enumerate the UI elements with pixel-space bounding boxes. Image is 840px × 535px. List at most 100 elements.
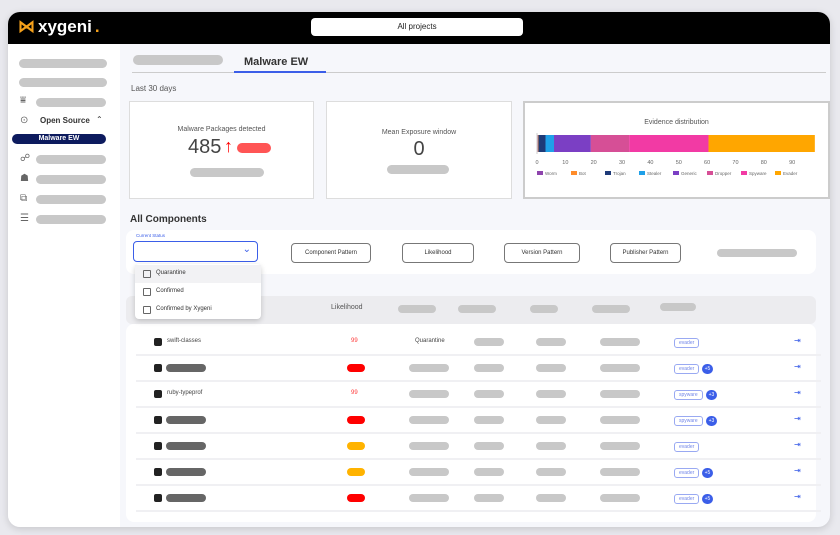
placeholder — [409, 390, 449, 398]
table-row[interactable]: ruby-typeprof 99 spyware +3 ⇥ — [136, 382, 821, 408]
evidence-tag[interactable]: evader — [674, 442, 700, 452]
checkbox[interactable] — [143, 270, 151, 278]
placeholder — [536, 390, 566, 398]
evidence-tag[interactable]: spyware — [674, 390, 703, 400]
column-header[interactable] — [592, 305, 630, 313]
bar-segment-spyware[interactable] — [629, 135, 709, 152]
evidence-tag[interactable]: evader — [674, 468, 700, 478]
open-details-icon[interactable]: ⇥ — [794, 336, 801, 345]
sidebar-item-malware-ew[interactable]: Malware EW — [12, 134, 106, 144]
project-selector[interactable]: All projects — [311, 18, 523, 36]
components-table — [126, 324, 816, 522]
component-name-placeholder[interactable] — [166, 468, 206, 476]
column-likelihood[interactable]: Likelihood — [331, 304, 363, 311]
bar-segment-stealer[interactable] — [545, 135, 555, 152]
component-name-placeholder[interactable] — [166, 416, 206, 424]
open-details-icon[interactable]: ⇥ — [794, 362, 801, 371]
more-tags-badge[interactable]: +5 — [702, 468, 713, 478]
sidebar-item[interactable] — [19, 59, 107, 68]
evidence-tag[interactable]: evader — [674, 338, 700, 348]
malware-packages-card: Malware Packages detected 485 ↑ — [129, 101, 314, 199]
sidebar: ⩸ ⊙ Open Source ⌃ Malware EW ☍ ☗ ⧉ ☰ — [8, 44, 120, 527]
top-bar: ⋈ xygeni. All projects — [8, 12, 830, 44]
evidence-tag[interactable]: evader — [674, 364, 700, 374]
placeholder — [600, 364, 640, 372]
sidebar-item[interactable] — [19, 78, 107, 87]
table-row[interactable]: evader ⇥ — [136, 434, 821, 460]
bar-segment-evader[interactable] — [708, 135, 815, 152]
column-header[interactable] — [530, 305, 558, 313]
component-name[interactable]: ruby-typeprof — [167, 390, 203, 396]
scan-icon: ⊙ — [20, 115, 29, 126]
table-row[interactable]: spyware +3 ⇥ — [136, 408, 821, 434]
open-details-icon[interactable]: ⇥ — [794, 414, 801, 423]
placeholder — [600, 338, 640, 346]
tick-label: 40 — [647, 160, 653, 166]
sidebar-item[interactable] — [36, 215, 106, 224]
more-tags-badge[interactable]: +3 — [706, 416, 717, 426]
more-tags-badge[interactable]: +3 — [706, 390, 717, 400]
column-header[interactable] — [398, 305, 436, 313]
checkbox[interactable] — [143, 288, 151, 296]
placeholder — [600, 468, 640, 476]
sidebar-item[interactable] — [36, 195, 106, 204]
tab-indicator — [234, 71, 326, 73]
component-name-placeholder[interactable] — [166, 364, 206, 372]
status-option[interactable]: Confirmed by Xygeni — [135, 301, 261, 319]
evidence-tag[interactable]: evader — [674, 494, 700, 504]
package-icon — [154, 442, 162, 450]
bar-segment-trojan[interactable] — [538, 135, 546, 152]
option-label: Confirmed by Xygeni — [156, 306, 212, 312]
checkbox[interactable] — [143, 306, 151, 314]
filter-button[interactable]: Version Pattern — [504, 243, 580, 263]
chevron-down-icon[interactable]: ⌄ — [242, 244, 251, 255]
status-option[interactable]: Confirmed — [135, 283, 261, 301]
placeholder — [536, 442, 566, 450]
table-row[interactable]: swift-classes 99 Quarantine evader ⇥ — [136, 330, 821, 356]
placeholder — [600, 442, 640, 450]
bar-segment-dropper[interactable] — [590, 135, 630, 152]
component-name[interactable]: swift-classes — [167, 338, 202, 344]
column-header[interactable] — [660, 303, 696, 311]
status-option[interactable]: Quarantine — [135, 265, 261, 283]
component-name-placeholder[interactable] — [166, 494, 206, 502]
filter-button[interactable]: Component Pattern — [291, 243, 371, 263]
placeholder — [474, 494, 504, 502]
open-details-icon[interactable]: ⇥ — [794, 466, 801, 475]
tab-malware-ew[interactable]: Malware EW — [244, 56, 309, 68]
period-label: Last 30 days — [131, 84, 177, 93]
table-row[interactable]: evader +5 ⇥ — [136, 460, 821, 486]
evidence-chart: 0 10 20 30 40 50 60 70 80 90 Worm Bot Trojan Stealer G… — [535, 133, 815, 176]
chevron-up-icon[interactable]: ⌃ — [96, 115, 103, 124]
filter-button[interactable]: Publisher Pattern — [610, 243, 681, 263]
more-tags-badge[interactable]: +5 — [702, 494, 713, 504]
open-details-icon[interactable]: ⇥ — [794, 492, 801, 501]
filter-placeholder[interactable] — [717, 249, 797, 257]
tab-placeholder[interactable] — [133, 55, 223, 65]
placeholder — [474, 416, 504, 424]
placeholder — [536, 338, 566, 346]
status-dropdown-menu: Quarantine Confirmed Confirmed by Xygeni — [135, 264, 261, 319]
table-row[interactable]: evader +5 ⇥ — [136, 356, 821, 382]
legend-swatch — [707, 171, 713, 175]
legend-label: Worm — [545, 171, 557, 176]
open-details-icon[interactable]: ⇥ — [794, 440, 801, 449]
sidebar-section-open-source[interactable]: Open Source — [40, 116, 90, 125]
bar-segment-generic[interactable] — [554, 135, 591, 152]
more-tags-badge[interactable]: +5 — [702, 364, 713, 374]
tick-label: 10 — [562, 160, 568, 166]
status-select[interactable]: ⌄ — [133, 241, 258, 262]
sidebar-item[interactable] — [36, 175, 106, 184]
placeholder — [474, 390, 504, 398]
evidence-tag[interactable]: spyware — [674, 416, 703, 426]
column-header[interactable] — [458, 305, 496, 313]
tick-label: 80 — [761, 160, 767, 166]
component-name-placeholder[interactable] — [166, 442, 206, 450]
open-details-icon[interactable]: ⇥ — [794, 388, 801, 397]
sidebar-item[interactable] — [36, 155, 106, 164]
sidebar-item[interactable] — [36, 98, 106, 107]
filter-button[interactable]: Likelihood — [402, 243, 474, 263]
bar-segment-bot[interactable] — [537, 135, 539, 152]
link-icon: ☍ — [20, 153, 31, 164]
table-row[interactable]: evader +5 ⇥ — [136, 486, 821, 512]
